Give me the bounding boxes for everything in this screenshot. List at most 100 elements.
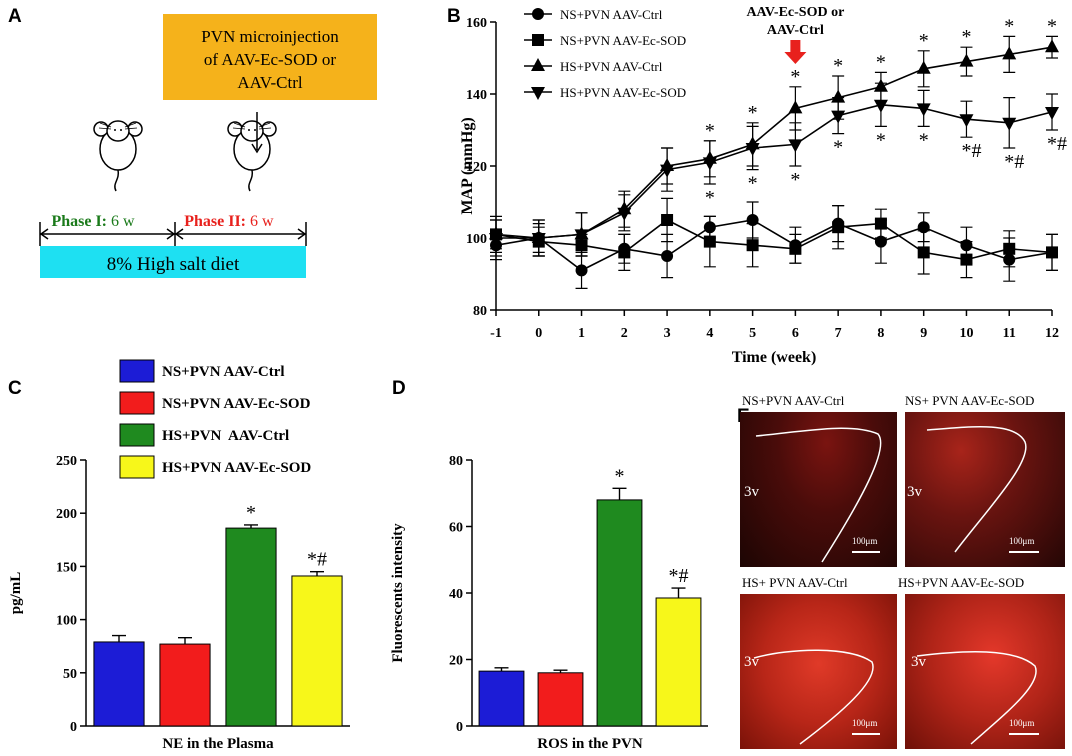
significance-mark: *# — [1004, 151, 1024, 173]
panel-a-label: A — [8, 6, 22, 27]
micro-title-ns-ctrl: NS+PVN AAV-Ctrl — [742, 393, 845, 408]
phase1-duration: 6 w — [111, 213, 135, 230]
data-point — [788, 139, 803, 153]
injection-box-line2: of AAV-Ec-SOD or — [204, 50, 337, 69]
y-axis-title: Fluorescents intensity — [390, 523, 406, 663]
x-tick-label: 0 — [535, 326, 542, 341]
data-point — [1046, 246, 1058, 259]
y-tick-label: 100 — [56, 614, 77, 629]
data-point — [745, 143, 760, 156]
micro-region-ns-ctrl: 3v — [744, 484, 759, 500]
error-bar — [553, 669, 568, 673]
significance-mark: *# — [961, 140, 981, 162]
ros-bar-chart: 0 20 40 60 80 Fluorescents intensity ROS in th… — [390, 454, 708, 752]
legend-ns-ctrl: NS+PVN AAV-Ctrl — [162, 364, 285, 380]
x-tick-label: 8 — [877, 326, 884, 341]
injection-box — [163, 14, 377, 100]
significance-star: * — [1004, 15, 1014, 37]
data-point — [575, 264, 588, 277]
error-bar — [612, 487, 627, 500]
x-axis-title: Time (week) — [732, 349, 817, 366]
y-tick-label: 50 — [63, 667, 77, 682]
phase1-name: Phase I: — [51, 213, 107, 230]
legend-marker — [532, 8, 544, 20]
legend-hs-ctrl: HS+PVN AAV-Ctrl — [162, 428, 289, 444]
x-tick-label: 5 — [749, 326, 756, 341]
data-point — [1003, 242, 1016, 255]
injection-box-line1: PVN microinjection — [201, 27, 339, 46]
bar — [93, 641, 145, 727]
ne-bar-chart: 0 50 100 150 200 250 pg/mL NE in the Plasma * *# — [8, 454, 350, 752]
legend-marker — [531, 58, 545, 71]
diet-bar — [40, 246, 306, 278]
legend-swatch-hs-ctrl — [119, 423, 155, 447]
data-point — [832, 221, 845, 234]
significance-star: * — [919, 30, 929, 52]
panel-a-diagram: PVN microinjection of AAV-Ec-SOD or AAV-… — [39, 14, 377, 278]
mouse-phase1-icon — [93, 120, 143, 192]
significance-mark: * — [833, 137, 843, 159]
legend-label: HS+PVN AAV-Ec-SOD — [560, 85, 686, 100]
phase2-duration: 6 w — [250, 213, 274, 230]
series-line — [495, 219, 1053, 272]
x-axis-title: ROS in the PVN — [537, 736, 643, 752]
legend-swatch-ns-ctrl — [119, 359, 155, 383]
data-point — [661, 214, 674, 226]
x-tick-label: 4 — [706, 326, 713, 341]
x-tick-label: 11 — [1003, 326, 1016, 341]
data-point — [489, 233, 503, 246]
bar-legend: NS+PVN AAV-Ctrl NS+PVN AAV-Ec-SOD HS+PVN… — [119, 359, 311, 479]
legend-swatch-hs-ecsod — [119, 455, 155, 479]
panel-d-label: D — [392, 378, 406, 399]
data-point — [959, 53, 974, 67]
error-bar — [671, 587, 686, 598]
significance-label: *# — [307, 549, 327, 571]
y-axis-title: pg/mL — [8, 572, 24, 615]
legend-marker — [532, 34, 544, 46]
data-point — [1045, 107, 1059, 120]
x-tick-label: 2 — [621, 326, 628, 341]
significance-star: * — [961, 26, 971, 48]
micro-title-hs-ecsod: HS+PVN AAV-Ec-SOD — [898, 575, 1025, 590]
x-tick-label: 7 — [835, 326, 842, 341]
x-axis-title: NE in the Plasma — [162, 736, 274, 752]
data-point — [831, 89, 846, 103]
bar — [225, 527, 277, 727]
y-tick-label: 0 — [70, 720, 77, 735]
significance-star: * — [876, 51, 886, 73]
micro-scale-hs-ecsod: 100μm — [1009, 718, 1035, 728]
significance-star: * — [748, 102, 758, 124]
x-tick-label: -1 — [490, 326, 502, 341]
data-point — [960, 253, 973, 266]
micro-scale-ns-ctrl: 100μm — [852, 536, 878, 546]
data-point — [618, 246, 631, 259]
y-tick-label: 150 — [56, 560, 77, 575]
data-point — [660, 164, 675, 178]
series-3 — [489, 82, 1059, 257]
mouse-phase2-icon — [227, 120, 277, 192]
x-tick-label: 3 — [664, 326, 671, 341]
significance-star: * — [705, 120, 715, 142]
x-tick-label: 12 — [1045, 326, 1059, 341]
arrow-label-line1: AAV-Ec-SOD or — [746, 5, 844, 20]
data-point — [873, 99, 888, 113]
data-point — [703, 235, 716, 248]
y-tick-label: 160 — [466, 16, 487, 31]
y-tick-label: 120 — [466, 160, 487, 175]
y-tick-label: 80 — [449, 454, 463, 469]
data-point — [746, 239, 759, 252]
legend-marker — [531, 87, 545, 100]
error-bar — [310, 571, 324, 576]
micro-image-hs-ctrl: 3v 100μm — [740, 594, 897, 749]
diet-label: 8% High salt diet — [107, 254, 240, 275]
data-point — [531, 233, 546, 246]
significance-star: * — [833, 55, 843, 77]
data-point — [831, 110, 846, 124]
y-tick-label: 140 — [466, 88, 487, 103]
y-tick-label: 0 — [456, 720, 463, 735]
legend-swatch-ns-ecsod — [119, 391, 155, 415]
y-tick-label: 60 — [449, 521, 463, 536]
significance-label: * — [615, 465, 625, 487]
significance-mark: * — [748, 173, 758, 195]
